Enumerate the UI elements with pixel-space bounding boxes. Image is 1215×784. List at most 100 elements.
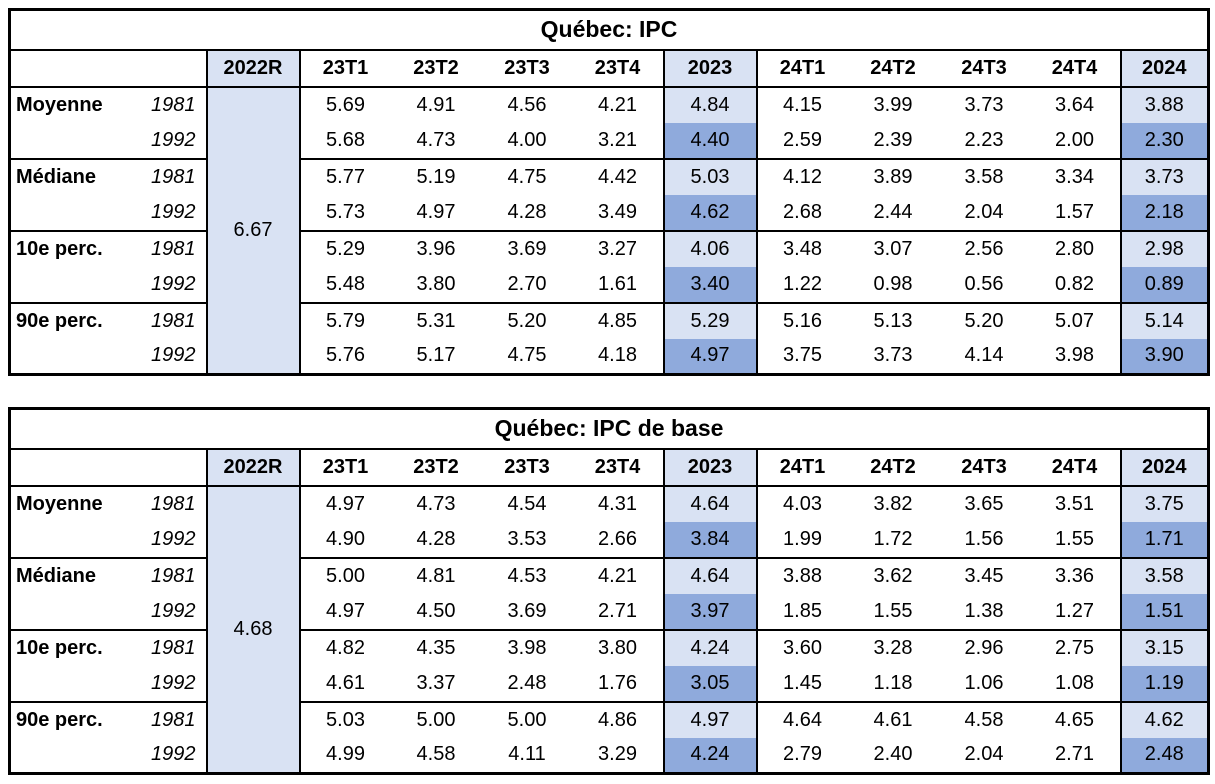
value-cell: 3.15 [1119,628,1209,666]
value-cell: 3.40 [662,266,758,303]
column-header: 2024 [1119,49,1209,88]
value-cell: 3.28 [847,628,939,666]
value-cell: 5.48 [298,266,391,303]
value-cell: 1.55 [873,599,913,622]
value-cell: 3.60 [756,628,848,666]
value-cell: 3.34 [1029,157,1121,195]
value-cell: 3.49 [598,200,637,223]
value-cell: 1.57 [1055,200,1094,223]
value-cell: 4.21 [572,556,664,594]
value-cell: 5.73 [298,194,391,231]
value-cell: 3.21 [598,128,637,151]
row-label [10,123,142,159]
value-cell: 2.79 [783,743,822,766]
value-cell: 3.88 [756,556,848,594]
table-quebec-ipc: Québec: IPC 2022R 23T1 23T2 23T3 23T4 2023 24T1… [8,8,1211,376]
value-cell: 4.06 [662,229,758,267]
value-cell: 2.40 [873,743,913,766]
row-label: Moyenne [16,93,103,116]
value-cell: 5.20 [938,301,1030,339]
value-cell: 2.44 [873,200,913,223]
value-cell: 4.85 [572,301,664,339]
value-cell: 4.97 [298,593,391,630]
column-header: 2024 [1119,448,1209,487]
value-cell: 4.42 [572,157,664,195]
value-cell: 3.88 [1119,86,1209,123]
value-cell: 4.11 [508,743,546,766]
year-label: 1981 [141,229,207,267]
value-cell: 3.80 [572,628,664,666]
value-cell: 2.48 [1119,737,1209,774]
year-label: 1992 [151,272,196,295]
value-cell: 3.05 [662,665,758,702]
value-cell: 1.18 [873,671,913,694]
column-header: 23T4 [572,49,664,88]
table-quebec-ipc-de-base: Québec: IPC de base 2022R 23T1 23T2 23T3 23T4… [8,407,1211,775]
value-cell: 1.56 [964,527,1004,550]
value-cell: 3.98 [1055,344,1094,367]
value-cell: 2.66 [598,527,637,550]
value-cell: 3.64 [1055,93,1094,116]
value-cell: 3.27 [572,229,664,267]
column-header: 23T3 [481,49,573,88]
row-label [10,594,142,630]
value-cell: 3.84 [662,521,758,558]
value-cell: 3.73 [964,93,1004,116]
value-cell: 3.37 [416,671,456,694]
value-cell: 2.68 [783,200,822,223]
year-label: 1981 [141,700,207,738]
column-header: 23T2 [390,448,482,487]
value-cell: 1.55 [1055,527,1094,550]
value-cell: 5.20 [481,301,573,339]
value-cell: 4.31 [598,492,637,515]
value-cell: 5.29 [662,301,758,339]
value-cell: 4.14 [964,344,1004,367]
value-cell: 1.99 [783,527,822,550]
value-cell: 4.75 [507,344,547,367]
row-label: 10e perc. [9,628,142,666]
value-cell: 2.00 [1055,128,1094,151]
value-cell: 4.58 [938,700,1030,738]
row-label: Médiane [9,556,142,594]
value-cell: 3.53 [507,527,547,550]
column-header: 23T2 [390,49,482,88]
value-cell: 4.53 [481,556,573,594]
value-cell: 5.16 [756,301,848,339]
merged-2022r-cell: 6.67 [205,86,301,375]
row-label [10,738,142,774]
value-cell: 5.00 [390,700,482,738]
column-header: 2023 [662,448,758,487]
value-cell: 3.89 [847,157,939,195]
value-cell: 3.97 [662,593,758,630]
value-cell: 2.39 [873,128,913,151]
value-cell: 1.22 [783,272,822,295]
value-cell: 4.97 [416,200,456,223]
value-cell: 1.61 [598,272,637,295]
value-cell: 3.69 [507,599,547,622]
value-cell: 4.64 [662,485,758,522]
row-label [10,522,142,558]
value-cell: 1.27 [1055,599,1094,622]
value-cell: 4.73 [416,492,456,515]
value-cell: 4.99 [298,737,391,774]
year-label: 1981 [141,157,207,195]
value-cell: 2.04 [964,743,1004,766]
value-cell: 4.62 [1119,700,1209,738]
value-cell: 3.62 [847,556,939,594]
column-header: 24T1 [756,448,848,487]
merged-2022r-cell: 4.68 [205,485,301,774]
value-cell: 4.65 [1029,700,1121,738]
value-cell: 2.30 [1119,122,1209,159]
value-cell: 2.70 [507,272,547,295]
value-cell: 4.86 [572,700,664,738]
value-cell: 3.90 [1119,338,1209,375]
value-cell: 4.75 [481,157,573,195]
value-cell: 1.45 [783,671,822,694]
value-cell: 4.15 [783,93,822,116]
value-cell: 3.69 [481,229,573,267]
column-header: 24T4 [1029,49,1121,88]
column-header: 23T1 [298,49,391,88]
column-header: 24T2 [847,49,939,88]
year-label: 1981 [151,93,196,116]
